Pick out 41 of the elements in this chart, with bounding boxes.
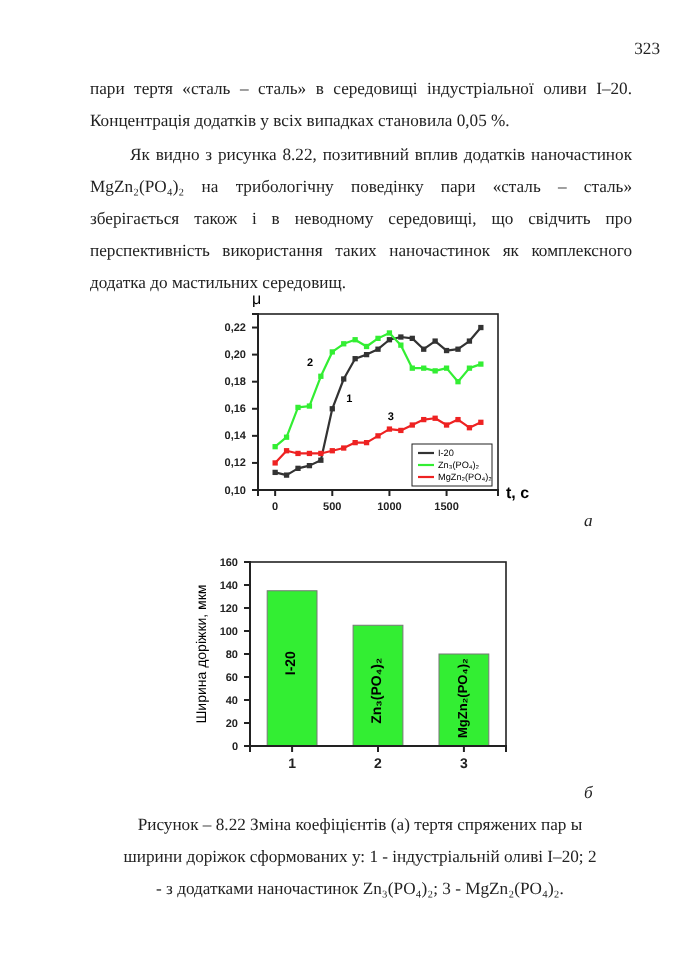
point [318, 450, 324, 457]
point [283, 472, 290, 478]
point [272, 444, 278, 450]
point [318, 373, 324, 379]
point [466, 338, 473, 344]
point [295, 465, 301, 471]
point [306, 403, 313, 409]
text: Рисунок – 8.22 Зміна коефіцієнтів (а) тертя спряжених пар ы ширини доріжок сформованих у: 1 - індустріальній оливі І–20; 2 - з додатками наночастинок Zn₃(PO₄)₂; 3 - MgZn₂(PO₄)₂. [121, 812, 599, 902]
point [295, 404, 301, 411]
point [432, 415, 438, 421]
point [352, 439, 358, 446]
point [398, 427, 404, 434]
line-series [272, 415, 484, 466]
point [352, 356, 358, 362]
text: б [584, 780, 595, 806]
x-axis-title: t, c [506, 484, 531, 502]
point [341, 445, 347, 451]
point [272, 469, 278, 476]
line-series [272, 330, 484, 450]
point [455, 346, 461, 352]
point [318, 457, 324, 463]
point [272, 460, 278, 466]
point [432, 368, 438, 374]
bar [352, 624, 404, 747]
point [478, 324, 484, 331]
point [398, 334, 404, 340]
text: а [584, 508, 595, 534]
point [478, 361, 484, 367]
point [478, 419, 484, 425]
point [295, 450, 301, 457]
point [375, 433, 381, 439]
point [386, 330, 393, 336]
point [386, 426, 393, 432]
point [443, 422, 450, 428]
text: Як видно з рисунка 8.22, позитивний вплив додатків наночастинок MgZn₂(PO₄)₂ на трибологічну поведінку пари «сталь – сталь» зберігається також і в неводному середовищі, що свідчить про перспективність використання таких наночастинок як комплексного додатка до мастильних середовищ. [90, 142, 632, 295]
text: пари тертя «сталь – сталь» в середовищі індустріальної оливи І–20. Концентрація додатків у всіх випадках становила 0,05 %. [90, 76, 632, 134]
bar [266, 590, 318, 747]
text: 323 [632, 36, 660, 62]
point [455, 416, 461, 423]
point [375, 335, 381, 342]
y-axis-title: μ [252, 290, 262, 308]
